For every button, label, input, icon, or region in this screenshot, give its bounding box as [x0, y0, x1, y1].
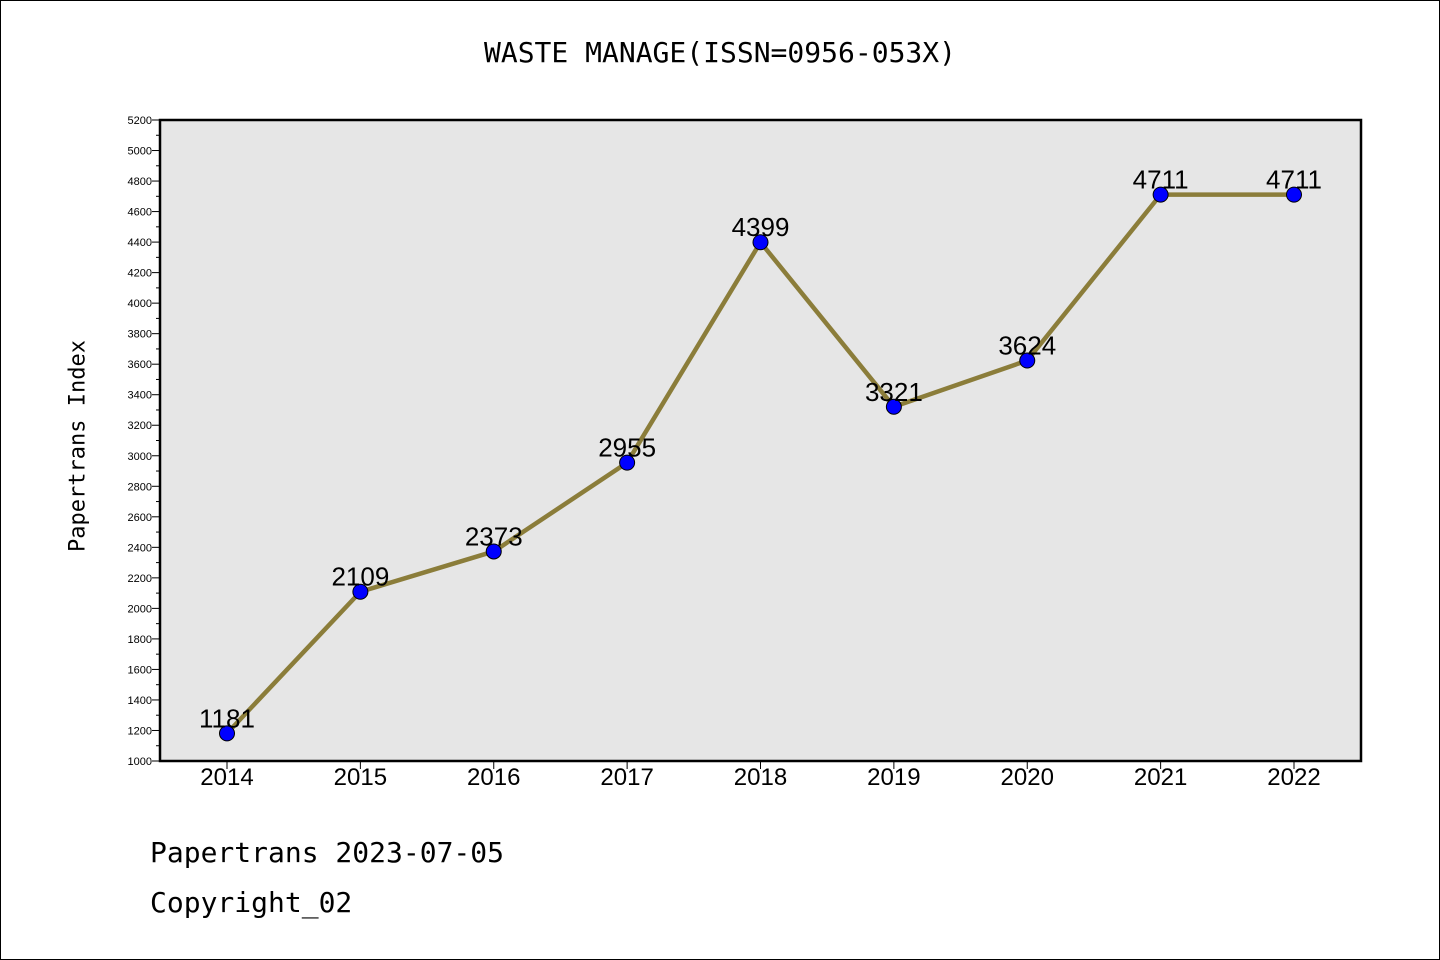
y-tick-label: 3400 [128, 390, 152, 402]
y-tick-label: 3000 [128, 451, 152, 463]
y-tick-label: 3200 [128, 420, 152, 432]
data-point [619, 454, 636, 471]
data-point [885, 398, 902, 415]
x-tick-label: 2021 [1134, 764, 1187, 791]
data-label: 3624 [998, 331, 1056, 361]
data-label: 2109 [331, 562, 389, 592]
x-tick-label: 2016 [467, 764, 520, 791]
data-point [1286, 186, 1302, 203]
y-tick-label: 2800 [128, 481, 152, 493]
data-point [219, 725, 235, 742]
data-point [752, 234, 769, 251]
y-tick-label: 2200 [128, 573, 152, 585]
y-tick-label: 2000 [128, 603, 152, 615]
x-axis: 2014 2015 2016 2017 2018 2019 2020 2021 2022 [200, 761, 1321, 791]
plot-border [158, 118, 1363, 763]
x-tick-label: 2019 [867, 764, 920, 791]
data-point [352, 583, 369, 600]
data-label: 1181 [199, 703, 255, 733]
data-point [1019, 352, 1036, 369]
data-label: 4711 [1266, 165, 1322, 195]
y-tick-label: 1600 [128, 664, 152, 676]
y-tick-label: 3800 [128, 329, 152, 341]
y-tick-label: 4800 [128, 176, 152, 188]
y-tick-label: 1800 [128, 634, 152, 646]
x-tick-label: 2014 [200, 764, 253, 791]
data-label: 4399 [732, 212, 790, 242]
y-tick-label: 4600 [128, 207, 152, 219]
y-tick-label: 1000 [128, 756, 152, 768]
series-layer: 1181 2109 2373 2955 4399 3321 3624 4711 4711 [199, 165, 1322, 742]
data-label: 3321 [865, 377, 923, 407]
y-tick-label: 5200 [128, 115, 152, 127]
y-tick-label: 2400 [128, 542, 152, 554]
plot-area [160, 120, 1361, 761]
y-tick-label: 1400 [128, 695, 152, 707]
x-tick-label: 2020 [1001, 764, 1054, 791]
data-label: 2955 [598, 433, 656, 463]
x-tick-label: 2018 [734, 764, 787, 791]
y-axis: 1000 1200 1400 1600 1800 2000 2200 2400 2600 2800… [128, 115, 160, 768]
data-point [1152, 186, 1169, 203]
y-tick-label: 2600 [128, 512, 152, 524]
data-label: 2373 [465, 521, 523, 551]
y-tick-label: 5000 [128, 146, 152, 158]
footer-copyright: Copyright_02 [150, 886, 353, 919]
y-tick-label: 4000 [128, 298, 152, 310]
y-tick-label: 1200 [128, 725, 152, 737]
y-tick-label: 4200 [128, 268, 152, 280]
footer-source: Papertrans 2023-07-05 [150, 836, 505, 869]
y-tick-label: 4400 [128, 237, 152, 249]
data-label: 4711 [1133, 165, 1189, 195]
x-tick-label: 2015 [334, 764, 387, 791]
y-tick-label: 3600 [128, 359, 152, 371]
x-tick-label: 2022 [1267, 764, 1320, 791]
chart-title: WASTE MANAGE(ISSN=0956-053X) [483, 36, 956, 69]
x-tick-label: 2017 [600, 764, 653, 791]
data-point [485, 543, 502, 560]
